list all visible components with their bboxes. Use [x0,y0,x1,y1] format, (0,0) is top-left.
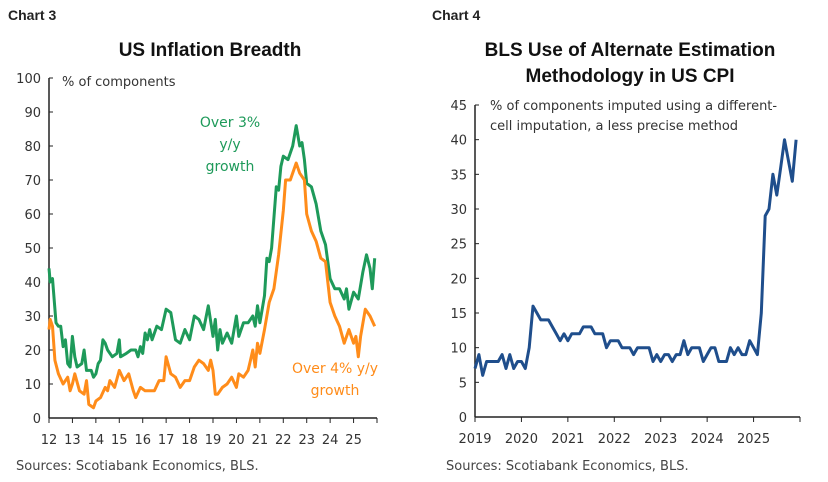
series-line-0 [47,124,377,379]
x-tick-label: 18 [181,433,198,448]
y-tick-label: 10 [24,378,41,393]
y-tick-label: 50 [24,242,41,257]
x-tick-label: 2019 [458,432,491,447]
chart4-title-line1: BLS Use of Alternate Estimation [485,40,776,61]
y-tick-label: 80 [24,140,41,155]
chart4-label: Chart 4 [432,7,480,23]
x-tick-label: 2022 [598,432,631,447]
y-tick-label: 10 [450,342,467,357]
x-tick-label: 25 [345,433,362,448]
x-tick-label: 20 [228,433,245,448]
x-tick-label: 21 [252,433,269,448]
y-tick-label: 20 [450,272,467,287]
y-tick-label: 15 [450,307,467,322]
series-line-0 [473,138,798,377]
chart3-annotation-over3-line2: y/y [219,137,240,153]
y-tick-label: 0 [459,411,467,426]
chart3-plot: 0 10 20 30 40 50 60 70 80 90 100 12 13 14 15 16 17 18 19 20… [16,72,378,448]
chart3-annotation-over4-line2: growth [311,383,360,399]
y-tick-label: 60 [24,208,41,223]
chart3-label: Chart 3 [8,7,56,23]
chart3-title: US Inflation Breadth [119,40,302,61]
x-tick-label: 2020 [505,432,538,447]
y-tick-label: 45 [450,99,467,114]
chart3-source: Sources: Scotiabank Economics, BLS. [16,459,259,474]
y-tick-label: 90 [24,106,41,121]
x-tick-label: 2025 [737,432,770,447]
x-tick-label: 17 [158,433,175,448]
x-tick-label: 2024 [691,432,724,447]
x-tick-label: 2021 [551,432,584,447]
y-tick-label: 30 [450,203,467,218]
chart3-annotation-over3-line1: Over 3% [200,115,260,131]
y-tick-label: 5 [459,376,467,391]
x-tick-label: 12 [41,433,58,448]
x-tick-label: 13 [64,433,81,448]
x-tick-label: 2023 [644,432,677,447]
y-tick-label: 70 [24,174,41,189]
x-tick-label: 14 [88,433,105,448]
chart4-source: Sources: Scotiabank Economics, BLS. [446,459,689,474]
chart4-ylabel-line1: % of components imputed using a differen… [490,99,777,114]
x-tick-label: 15 [111,433,128,448]
y-tick-label: 30 [24,310,41,325]
chart3-ylabel: % of components [62,75,176,90]
chart4-ylabel-line2: cell imputation, a less precise method [490,119,738,134]
x-tick-label: 23 [298,433,315,448]
x-tick-label: 24 [322,433,339,448]
chart4-title-line2: Methodology in US CPI [526,66,735,87]
y-tick-label: 35 [450,168,467,183]
x-tick-label: 19 [205,433,222,448]
series-line-1 [47,161,377,410]
y-tick-label: 25 [450,238,467,253]
x-tick-label: 22 [275,433,292,448]
y-tick-label: 40 [24,276,41,291]
chart3-annotation-over4-line1: Over 4% y/y [292,361,378,377]
y-tick-label: 0 [33,412,41,427]
x-tick-label: 16 [134,433,151,448]
chart3-annotation-over3-line3: growth [206,159,255,175]
y-tick-label: 40 [450,134,467,149]
y-tick-label: 20 [24,344,41,359]
y-tick-label: 100 [16,72,41,87]
